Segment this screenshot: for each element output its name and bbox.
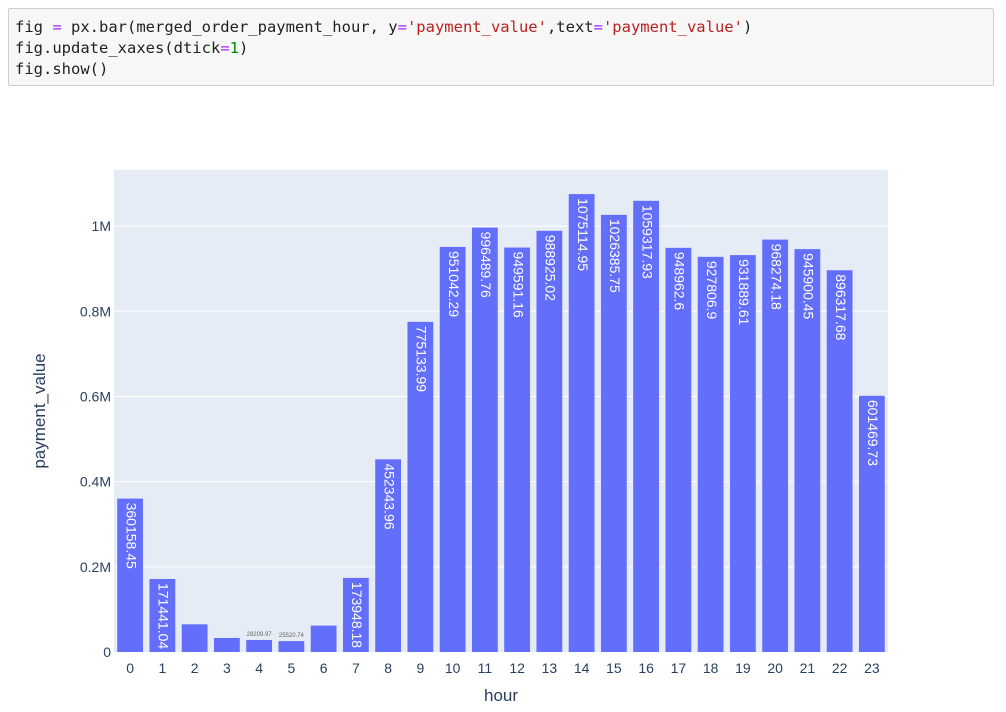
bar xyxy=(504,247,531,653)
bar xyxy=(246,639,273,652)
code-token: px.bar(merged_order_payment_hour, y xyxy=(61,18,398,36)
code-token: 1 xyxy=(229,39,239,57)
bar xyxy=(213,637,240,652)
x-tick-label: 20 xyxy=(767,660,783,676)
code-line: fig = px.bar(merged_order_payment_hour, … xyxy=(15,17,987,38)
x-tick-label: 14 xyxy=(574,660,590,676)
bar xyxy=(149,578,176,652)
code-token: fig.show() xyxy=(15,60,109,78)
bar-value-label: 1026385.75 xyxy=(607,219,623,293)
bar xyxy=(697,256,724,652)
x-tick-label: 9 xyxy=(416,660,424,676)
bar-value-label: 896317.68 xyxy=(833,274,849,340)
x-tick-label: 2 xyxy=(191,660,199,676)
y-axis-title: payment_value xyxy=(30,353,49,468)
x-tick-label: 6 xyxy=(320,660,328,676)
bar-value-label: 968274.18 xyxy=(768,244,784,310)
code-token: ,text xyxy=(546,18,594,36)
code-token: ) xyxy=(239,39,249,57)
bar xyxy=(375,459,402,652)
bar xyxy=(117,498,144,652)
x-tick-label: 3 xyxy=(223,660,231,676)
x-tick-label: 11 xyxy=(478,660,493,676)
bar xyxy=(858,395,885,652)
bar-value-label: 951042.29 xyxy=(446,251,462,317)
bar-value-label: 1075114.95 xyxy=(575,198,591,271)
bar-value-label: 360158.45 xyxy=(123,503,139,569)
x-tick-label: 17 xyxy=(671,660,687,676)
y-tick-label: 0.6M xyxy=(80,388,111,404)
bar xyxy=(278,641,305,652)
bar xyxy=(826,270,853,652)
plot-background xyxy=(114,170,888,652)
code-token: = xyxy=(220,39,230,57)
y-tick-label: 0 xyxy=(103,644,111,660)
bar xyxy=(600,214,627,652)
x-axis-title: hour xyxy=(484,686,518,705)
bar-value-label: 948962.6 xyxy=(672,252,688,311)
x-tick-label: 18 xyxy=(703,660,719,676)
bar-value-label: 171441.04 xyxy=(156,583,172,649)
code-token: 'payment_value' xyxy=(602,18,743,36)
code-token: fig xyxy=(15,18,53,36)
code-cell[interactable]: fig = px.bar(merged_order_payment_hour, … xyxy=(8,8,994,86)
bar-value-label: 775133.99 xyxy=(414,326,430,392)
y-tick-label: 0.4M xyxy=(80,474,111,490)
bar xyxy=(310,625,337,652)
x-tick-label: 19 xyxy=(735,660,751,676)
bar-value-label: 931889.61 xyxy=(736,259,752,325)
bar xyxy=(471,227,498,653)
y-tick-label: 0.2M xyxy=(80,559,111,575)
y-tick-label: 1M xyxy=(92,218,111,234)
code-token: ) xyxy=(742,18,753,36)
x-tick-label: 23 xyxy=(864,660,880,676)
code-line: fig.update_xaxes(dtick=1) xyxy=(15,38,987,59)
bar xyxy=(729,255,756,652)
bar-value-label: 1059317.93 xyxy=(639,205,655,279)
x-tick-label: 5 xyxy=(287,660,295,676)
x-tick-label: 13 xyxy=(542,660,558,676)
code-token: = xyxy=(397,18,407,36)
bar-value-label: 173948.18 xyxy=(349,582,365,648)
bar-value-label: 988925.02 xyxy=(543,235,559,301)
x-tick-label: 16 xyxy=(638,660,654,676)
bar xyxy=(762,239,789,652)
x-tick-label: 10 xyxy=(445,660,461,676)
code-token: fig.update_xaxes(dtick xyxy=(15,39,221,57)
x-tick-label: 15 xyxy=(606,660,622,676)
code-token: = xyxy=(593,18,603,36)
y-tick-label: 0.8M xyxy=(80,303,111,319)
bar-value-label: 949591.16 xyxy=(510,252,526,318)
x-tick-label: 21 xyxy=(800,660,816,676)
bar xyxy=(439,246,466,653)
bar xyxy=(665,247,692,653)
x-tick-label: 22 xyxy=(832,660,848,676)
bar-chart: 0 0.2M 0.4M 0.6M 0.8M 1M 0 360158.45 1 171441.04 2… xyxy=(30,170,888,705)
bar xyxy=(794,249,821,653)
x-tick-label: 1 xyxy=(158,660,166,676)
bar-value-label: 945900.45 xyxy=(801,253,817,319)
code-line: fig.show() xyxy=(15,59,987,80)
x-tick-label: 0 xyxy=(126,660,134,676)
bar xyxy=(536,230,563,652)
x-tick-label: 7 xyxy=(352,660,360,676)
bar-value-label: 996489.76 xyxy=(478,232,494,298)
x-tick-label: 8 xyxy=(384,660,392,676)
bar xyxy=(342,577,369,652)
x-tick-label: 12 xyxy=(509,660,525,676)
bar-value-label: 601469.73 xyxy=(865,400,881,466)
bar-value-label: 452343.96 xyxy=(381,463,397,529)
bar xyxy=(181,624,208,652)
x-tick-label: 4 xyxy=(255,660,263,676)
code-token: 'payment_value' xyxy=(406,18,547,36)
bar-value-label: 927806.9 xyxy=(704,261,720,320)
code-token: = xyxy=(52,18,62,36)
bar-value-label: 25520.74 xyxy=(279,633,305,639)
bar xyxy=(633,200,660,652)
bar-value-label: 28209.97 xyxy=(247,632,273,638)
bar xyxy=(407,321,434,652)
bar xyxy=(568,194,595,652)
